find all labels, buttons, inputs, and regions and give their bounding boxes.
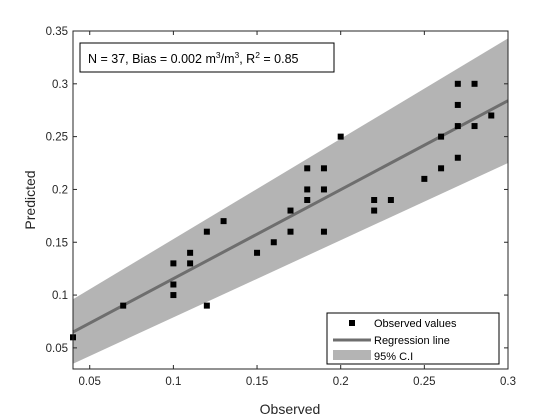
y-tick-label: 0.25: [46, 132, 68, 144]
data-point: [387, 197, 394, 203]
regression-line: [72, 99, 509, 334]
x-tick-label: 0.25: [413, 376, 435, 388]
legend-label-points: Observed values: [374, 318, 457, 330]
data-point: [454, 80, 461, 87]
data-point: [454, 154, 461, 161]
data-point: [170, 281, 177, 288]
plot-frame: [72, 30, 509, 370]
data-point: [187, 249, 194, 256]
data-point: [187, 260, 194, 267]
data-point: [120, 302, 127, 309]
stats-r-exp: 2: [255, 50, 260, 60]
data-point: [220, 218, 227, 225]
data-point: [203, 302, 210, 309]
x-axis-title: Observed: [260, 401, 321, 417]
data-point: [454, 101, 461, 108]
stats-unit-mid: /m: [221, 52, 235, 66]
stats-box-frame: [79, 42, 335, 73]
plot-content: [70, 38, 509, 364]
confidence-band: [73, 38, 508, 364]
y-axis-title: Predicted: [22, 170, 38, 229]
observed-points: [70, 80, 495, 341]
y-tick-label: 0.1: [52, 290, 68, 302]
data-point: [471, 80, 478, 87]
x-tick-label: 0.15: [246, 376, 268, 388]
x-tick-label: 0.1: [165, 376, 181, 388]
data-point: [287, 228, 294, 235]
data-point: [320, 228, 327, 235]
data-point: [287, 207, 294, 214]
x-axis-ticks: 0.05 0.1 0.15 0.2 0.25 0.3: [79, 31, 516, 388]
data-point: [254, 249, 261, 256]
x-tick-label: 0.2: [333, 376, 349, 388]
legend-marker-ci: [333, 350, 371, 360]
data-point: [304, 186, 311, 193]
y-tick-label: 0.05: [46, 343, 68, 355]
data-point: [170, 260, 177, 267]
stats-n-bias: N = 37, Bias = 0.002 m: [88, 52, 216, 66]
data-point: [438, 165, 445, 172]
legend: Observed values Regression line 95% C.I: [326, 312, 500, 365]
stats-unit-exp1: 3: [216, 50, 221, 60]
data-point: [371, 207, 378, 214]
y-tick-label: 0.2: [52, 184, 68, 196]
data-point: [471, 123, 478, 130]
data-point: [304, 197, 311, 203]
data-point: [270, 239, 277, 246]
y-tick-label: 0.15: [46, 237, 68, 249]
legend-label-regression: Regression line: [374, 335, 450, 347]
y-tick-label: 0.3: [52, 79, 68, 91]
data-point: [320, 165, 327, 172]
legend-marker-points: [349, 320, 355, 326]
x-tick-label: 0.05: [79, 376, 101, 388]
data-point: [438, 133, 445, 140]
data-point: [371, 197, 378, 203]
stats-unit-exp2: 3: [234, 50, 239, 60]
legend-label-ci: 95% C.I: [374, 351, 413, 363]
x-tick-label: 0.3: [500, 376, 516, 388]
data-point: [304, 165, 311, 172]
y-axis-ticks: 0.05 0.1 0.15 0.2 0.25 0.3 0.35: [46, 26, 508, 355]
stats-box: N = 37, Bias = 0.002 m3/m3, R2 = 0.85: [79, 42, 335, 73]
data-point: [488, 112, 495, 119]
data-point: [170, 292, 177, 299]
stats-text: N = 37, Bias = 0.002 m3/m3, R2 = 0.85: [88, 50, 299, 66]
y-tick-label: 0.35: [46, 26, 68, 38]
stats-r-part: , R: [239, 52, 255, 66]
data-point: [337, 133, 344, 140]
data-point: [320, 186, 327, 193]
stats-r-value: = 0.85: [260, 52, 299, 66]
data-point: [203, 228, 210, 235]
data-point: [421, 175, 428, 182]
data-point: [454, 123, 461, 130]
